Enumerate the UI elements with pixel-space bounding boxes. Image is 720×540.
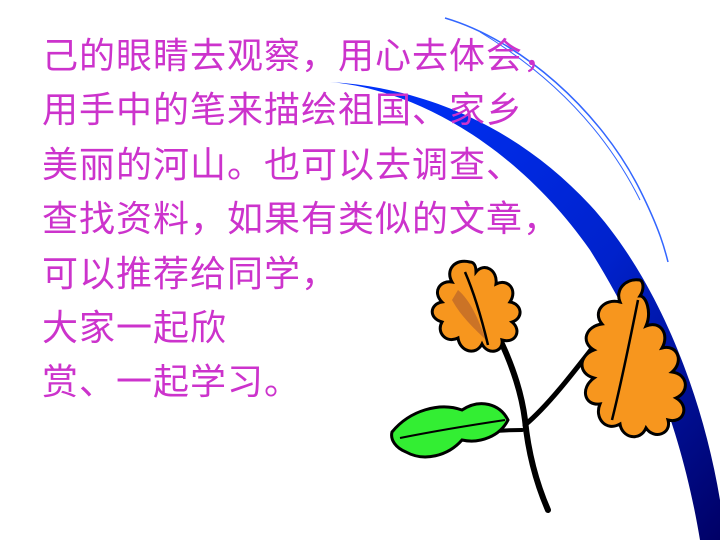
body-text: 己的眼睛去观察，用心去体会， 用手中的笔来描绘祖国、家乡 美丽的河山。也可以去调…	[42, 30, 702, 411]
text-line-3: 美丽的河山。也可以去调查、	[42, 144, 524, 186]
oak-leaf-top	[430, 259, 522, 353]
text-line-6: 大家一起欣	[42, 307, 228, 349]
text-line-2: 用手中的笔来描绘祖国、家乡	[42, 90, 524, 132]
oak-leaf-top-vein	[463, 271, 490, 346]
text-line-4: 查找资料，如果有类似的文章，	[42, 199, 561, 241]
text-line-5: 可以推荐给同学，	[42, 253, 339, 295]
text-line-1: 己的眼睛去观察，用心去体会，	[42, 36, 561, 77]
green-leaf	[390, 402, 510, 459]
swoosh-line	[444, 17, 669, 263]
oak-leaf-top-shade	[452, 290, 486, 340]
oak-leaf-right	[580, 278, 687, 439]
swoosh-line-2	[479, 31, 641, 201]
oak-leaf-right-vein	[610, 299, 640, 421]
text-line-7: 赏、一起学习。	[42, 362, 302, 404]
green-leaf-vein	[399, 419, 506, 439]
